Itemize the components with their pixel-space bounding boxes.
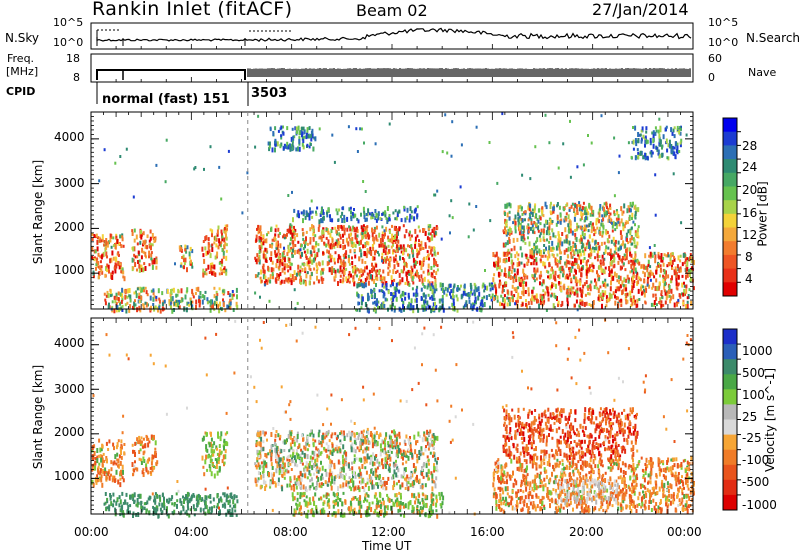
- velocity-colorbar-swatch-3: [723, 374, 737, 390]
- cpid-segment-1: normal (fast) 151: [102, 92, 230, 107]
- power-cbar-tick-24: 24: [742, 160, 758, 174]
- noise-right-tick-bottom: 10^0: [708, 36, 739, 49]
- velocity-colorbar-swatch-4: [723, 389, 737, 405]
- power-ylabel: Slant Range [km]: [31, 159, 46, 265]
- power-cbar-tick-16: 16: [742, 206, 758, 220]
- power-colorbar-swatch-6: [723, 200, 737, 215]
- power-colorbar-frame: [722, 117, 738, 297]
- power-colorbar-swatch-12: [723, 282, 737, 297]
- power-cbar-label: Power [dB]: [755, 181, 770, 247]
- velocity-ylabel: Slant Range [km]: [31, 364, 46, 470]
- power-colorbar-swatch-1: [723, 131, 737, 146]
- power-cbar-tick-20: 20: [742, 183, 758, 197]
- xtick-0400: 04:00: [174, 525, 209, 539]
- xtick-2400: 00:00: [667, 525, 702, 539]
- velocity-colorbar-swatch-9: [723, 464, 737, 481]
- velocity-colorbar-swatch-11: [723, 494, 737, 511]
- freq-tick-top: 18: [66, 52, 80, 65]
- velocity-colorbar-swatch-7: [723, 434, 737, 451]
- cpid-segment-2: 3503: [251, 86, 288, 101]
- power-colorbar-swatch-8: [723, 227, 737, 242]
- power-cbar-tick-12: 12: [742, 228, 758, 242]
- nave-label: Nave: [748, 66, 777, 79]
- noise-sky-trace: [96, 27, 692, 43]
- station-title: Rankin Inlet (fitACF): [92, 0, 293, 20]
- velocity-colorbar-swatch-2: [723, 359, 737, 375]
- power-ytick-1000: 1000: [54, 263, 85, 277]
- xtick-1600: 16:00: [470, 525, 505, 539]
- velocity-cbar-tick-m25: -25: [742, 431, 762, 445]
- nave-tick-top: 60: [708, 52, 722, 65]
- xtick-0000: 00:00: [74, 525, 109, 539]
- velocity-cbar-tick-100: 100: [742, 388, 765, 402]
- xtick-1200: 12:00: [371, 525, 406, 539]
- cpid-label: CPID: [6, 85, 36, 98]
- velocity-ytick-4000: 4000: [54, 336, 85, 350]
- beam-title: Beam 02: [356, 1, 428, 20]
- power-colorbar-swatch-0: [723, 118, 737, 133]
- velocity-colorbar-swatch-1: [723, 344, 737, 360]
- nave-tick-bottom: 0: [708, 71, 715, 84]
- power-colorbar-swatch-2: [723, 145, 737, 160]
- power-cbar-tick-8: 8: [745, 250, 753, 264]
- power-colorbar-swatch-10: [723, 254, 737, 270]
- noise-sky-label: N.Sky: [5, 31, 40, 45]
- freq-trace-mode1: [96, 69, 246, 80]
- power-colorbar-swatch-9: [723, 241, 737, 256]
- velocity-colorbar-swatch-6: [723, 419, 737, 436]
- power-ytick-4000: 4000: [54, 130, 85, 144]
- freq-label: Freq.: [7, 52, 35, 65]
- velocity-cbar-tick-500: 500: [742, 366, 765, 380]
- velocity-panel-cells: [91, 318, 695, 519]
- power-ytick-2000: 2000: [54, 220, 85, 234]
- velocity-colorbar-swatch-8: [723, 449, 737, 466]
- freq-unit-label: [MHz]: [6, 65, 39, 78]
- noise-search-trace: [97, 29, 291, 32]
- power-cbar-tick-28: 28: [742, 139, 758, 153]
- power-panel-cells: [91, 112, 695, 314]
- xtick-2000: 20:00: [569, 525, 604, 539]
- velocity-colorbar-swatch-10: [723, 479, 737, 496]
- power-colorbar-swatch-4: [723, 172, 737, 187]
- velocity-cbar-tick-m1000: -1000: [742, 498, 777, 512]
- velocity-cbar-tick-m100: -100: [742, 453, 770, 467]
- velocity-cbar-tick-25: 25: [742, 410, 758, 424]
- velocity-cbar-tick-1000: 1000: [742, 344, 773, 358]
- power-colorbar-swatch-11: [723, 268, 737, 283]
- power-colorbar-swatch-7: [723, 213, 737, 228]
- power-colorbar-swatch-5: [723, 186, 737, 201]
- noise-right-tick-top: 10^5: [708, 16, 739, 29]
- noise-search-label: N.Search: [746, 31, 800, 45]
- date-title: 27/Jan/2014: [592, 0, 689, 19]
- xtick-0800: 08:00: [273, 525, 308, 539]
- power-colorbar-swatch-3: [723, 159, 737, 174]
- noise-left-tick-top: 10^5: [53, 16, 84, 29]
- velocity-colorbar-swatch-5: [723, 404, 737, 420]
- velocity-cbar-tick-m500: -500: [742, 475, 770, 489]
- power-cbar-tick-4: 4: [745, 272, 753, 286]
- freq-tick-bottom: 8: [73, 71, 80, 84]
- noise-left-tick-bottom: 10^0: [53, 36, 84, 49]
- velocity-ytick-2000: 2000: [54, 425, 85, 439]
- velocity-ytick-1000: 1000: [54, 469, 85, 483]
- power-ytick-3000: 3000: [54, 176, 85, 190]
- velocity-colorbar-swatch-0: [723, 329, 737, 345]
- velocity-ytick-3000: 3000: [54, 382, 85, 396]
- xlabel-time: Time UT: [362, 539, 412, 553]
